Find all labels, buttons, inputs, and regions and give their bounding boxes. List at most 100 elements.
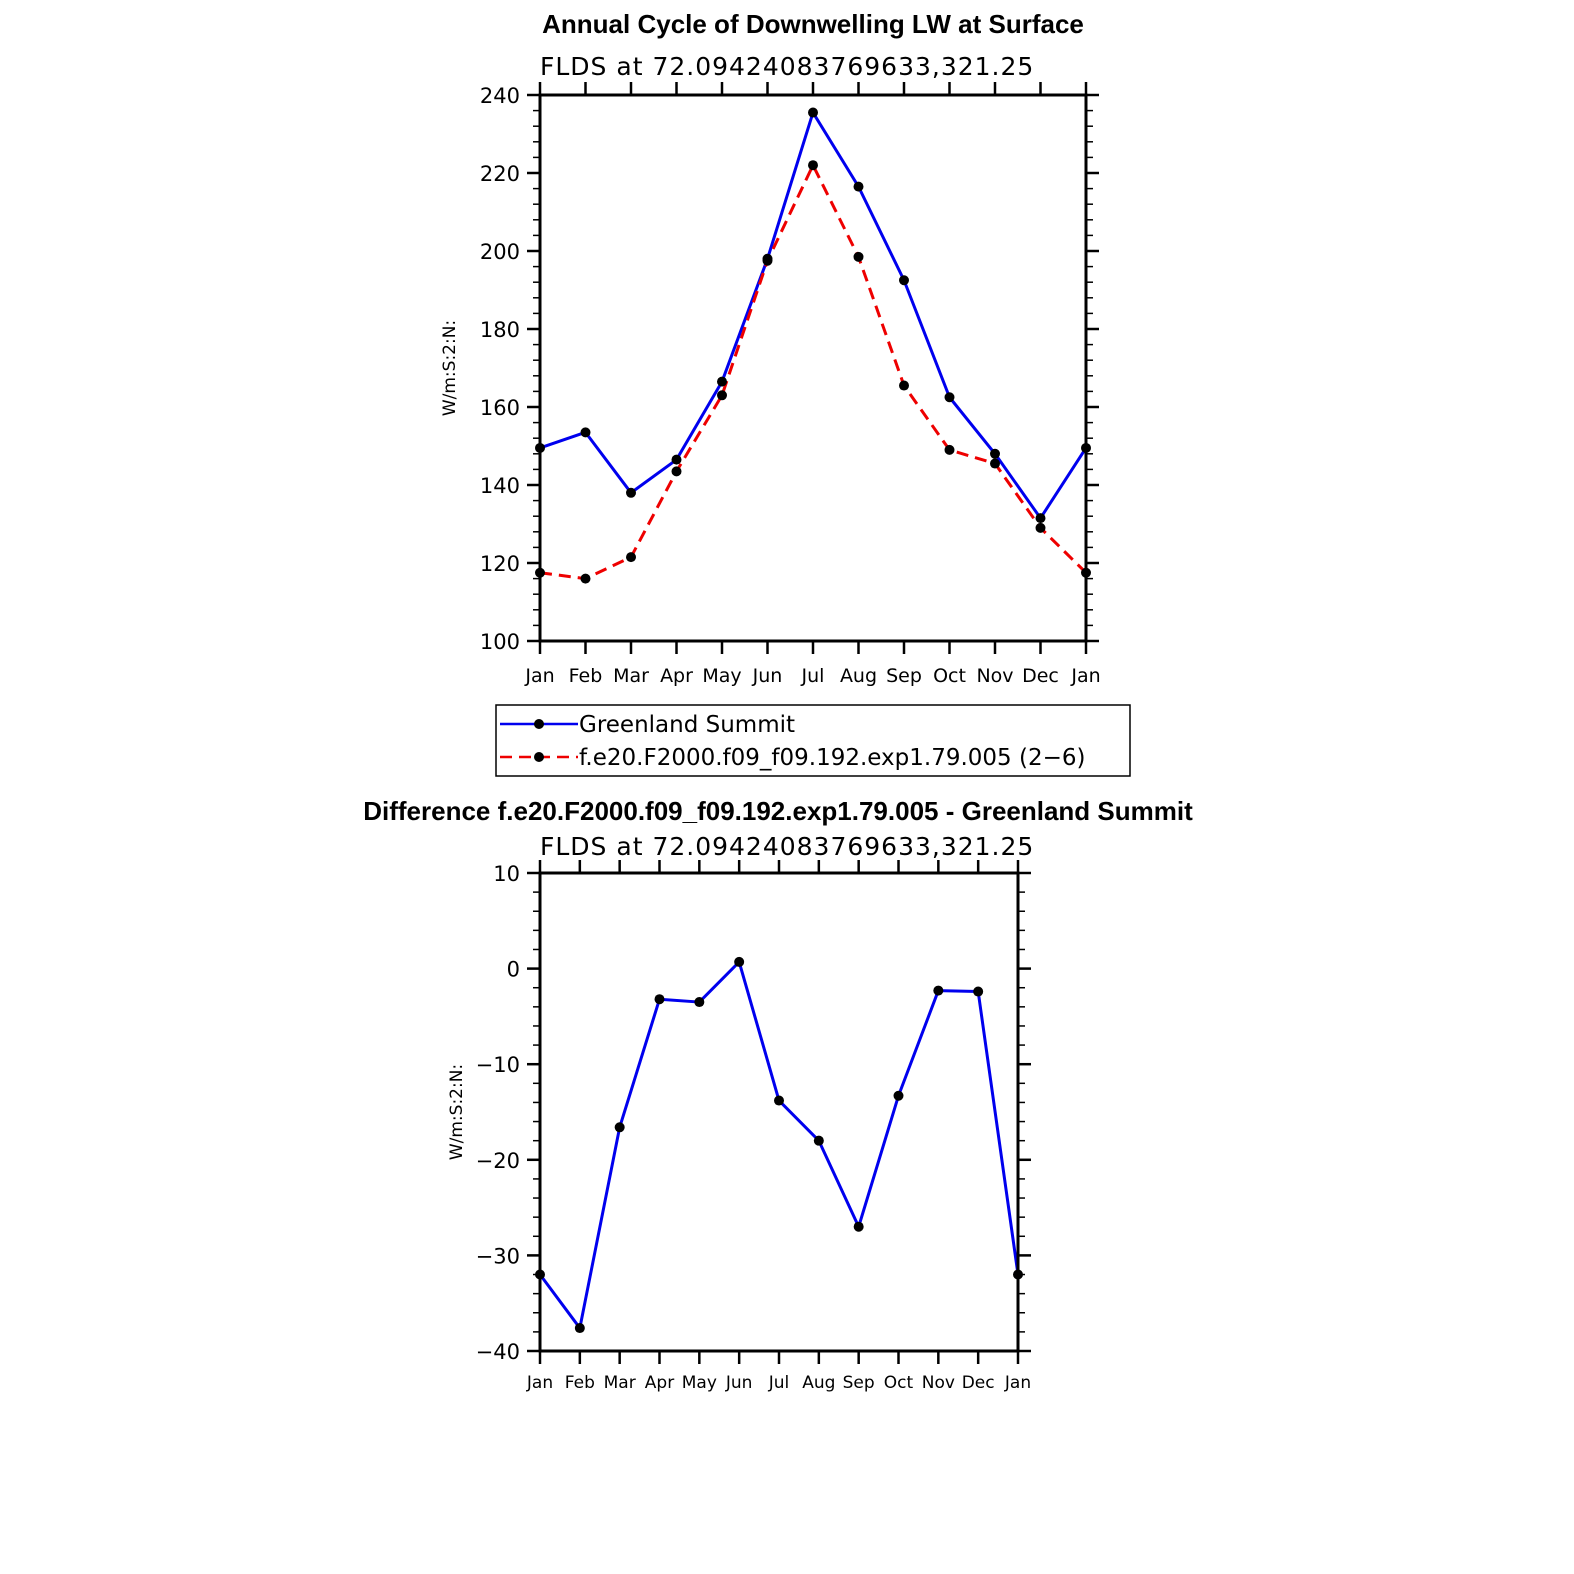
x-tick-label: Dec — [1022, 665, 1059, 687]
plot-series — [535, 107, 1091, 584]
y-tick-label: 0 — [507, 958, 520, 982]
y-tick-label: 160 — [480, 396, 520, 420]
difference-chart: Difference f.e20.F2000.f09_f09.192.exp1.… — [363, 796, 1193, 1393]
data-point-0 — [899, 275, 909, 286]
axis-ticks — [527, 860, 1031, 1364]
x-tick-label: Sep — [886, 665, 922, 687]
data-point-0 — [580, 427, 591, 438]
legend-label-model: f.e20.F2000.f09_f09.192.exp1.79.005 (2−6… — [579, 745, 1085, 771]
series-line-1 — [539, 163, 1088, 581]
data-point-0 — [654, 994, 665, 1005]
data-point-0 — [973, 986, 984, 997]
x-tick-label: Apr — [645, 1373, 674, 1393]
x-tick-label: Jul — [801, 665, 825, 687]
legend: Greenland Summit f.e20.F2000.f09_f09.192… — [495, 704, 1131, 777]
data-point-1 — [671, 466, 682, 477]
chart-title: Annual Cycle of Downwelling LW at Surfac… — [542, 9, 1084, 39]
x-tick-label: Jan — [1004, 1373, 1031, 1393]
plot-series — [535, 956, 1023, 1334]
chart-title: Difference f.e20.F2000.f09_f09.192.exp1.… — [363, 796, 1193, 826]
y-tick-labels: 240 220 200 180 160 140 120 100 — [480, 84, 520, 654]
data-point-0 — [990, 448, 1000, 459]
data-point-0 — [1035, 513, 1046, 524]
chart-subtitle: FLDS at 72.09424083769633,321.25 — [540, 52, 1034, 81]
x-tick-label: Nov — [922, 1373, 955, 1393]
x-tick-label: Jun — [725, 1373, 753, 1393]
data-point-1 — [717, 390, 727, 401]
x-tick-label: Aug — [840, 665, 877, 687]
x-tick-label: Jan — [526, 1373, 553, 1393]
data-point-1 — [853, 251, 864, 262]
x-tick-label: Oct — [933, 665, 966, 687]
data-point-0 — [694, 997, 705, 1008]
data-point-0 — [813, 1135, 824, 1146]
data-point-1 — [808, 160, 818, 171]
data-point-0 — [774, 1095, 784, 1106]
plot-frame — [538, 871, 1020, 1353]
data-point-0 — [893, 1090, 904, 1101]
data-point-0 — [944, 392, 955, 403]
data-point-1 — [944, 444, 955, 455]
y-tick-label: −40 — [476, 1340, 520, 1364]
y-tick-label: −10 — [476, 1053, 520, 1077]
x-tick-labels: Jan Feb Mar Apr May Jun Jul Aug Sep Oct Nov Dec Jan — [524, 665, 1100, 687]
y-axis-label: W/m:S:2:N: — [447, 1064, 467, 1160]
y-tick-label: 140 — [480, 474, 520, 498]
x-tick-label: May — [702, 665, 741, 687]
data-point-1 — [990, 458, 1000, 469]
y-tick-label: −30 — [476, 1244, 520, 1268]
y-tick-label: 120 — [480, 552, 520, 576]
data-point-1 — [899, 380, 909, 391]
x-tick-label: Mar — [613, 665, 649, 687]
data-point-0 — [717, 376, 727, 387]
data-point-1 — [762, 255, 773, 266]
y-axis-label: W/m:S:2:N: — [440, 320, 460, 416]
data-point-0 — [574, 1323, 585, 1334]
x-tick-label: Jun — [752, 665, 783, 687]
legend-entry-model: f.e20.F2000.f09_f09.192.exp1.79.005 (2−6… — [500, 745, 1085, 771]
x-tick-label: Dec — [962, 1373, 995, 1393]
legend-box — [495, 704, 1131, 777]
data-point-0 — [671, 454, 682, 465]
series-line-0 — [538, 960, 1020, 1330]
y-tick-label: 10 — [493, 862, 520, 886]
y-tick-label: 180 — [480, 318, 520, 342]
data-point-0 — [614, 1122, 625, 1133]
y-tick-labels: 10 0 −10 −20 −30 −40 — [476, 862, 520, 1364]
data-point-1 — [1035, 522, 1046, 533]
y-tick-label: −20 — [476, 1149, 520, 1173]
data-point-0 — [933, 985, 944, 996]
y-tick-label: 240 — [480, 84, 520, 108]
x-tick-label: Mar — [604, 1373, 636, 1393]
y-tick-label: 100 — [480, 630, 520, 654]
legend-entry-greenland: Greenland Summit — [500, 712, 795, 738]
x-tick-label: May — [682, 1373, 717, 1393]
data-point-0 — [734, 956, 745, 967]
chart-subtitle: FLDS at 72.09424083769633,321.25 — [540, 832, 1034, 861]
x-tick-label: Sep — [843, 1373, 875, 1393]
data-point-0 — [853, 1221, 864, 1232]
legend-label-greenland: Greenland Summit — [579, 712, 795, 738]
annual-cycle-chart: Annual Cycle of Downwelling LW at Surfac… — [440, 9, 1131, 777]
x-tick-label: Oct — [884, 1373, 914, 1393]
x-tick-label: Apr — [660, 665, 693, 687]
legend-marker-model — [534, 752, 544, 762]
y-tick-label: 200 — [480, 240, 520, 264]
x-tick-label: Jul — [768, 1373, 790, 1393]
legend-marker-greenland — [534, 719, 544, 729]
data-point-0 — [626, 487, 636, 498]
x-tick-label: Jan — [524, 665, 554, 687]
series-line-0 — [539, 111, 1088, 520]
x-tick-label: Nov — [976, 665, 1013, 687]
data-point-1 — [580, 573, 591, 584]
x-tick-labels: Jan Feb Mar Apr May Jun Jul Aug Sep Oct Nov Dec Jan — [526, 1373, 1031, 1393]
data-point-1 — [626, 552, 636, 563]
y-tick-label: 220 — [480, 162, 520, 186]
x-tick-label: Feb — [565, 1373, 595, 1393]
data-point-0 — [853, 181, 864, 192]
plot-frame — [538, 93, 1088, 643]
x-tick-label: Aug — [802, 1373, 835, 1393]
x-tick-label: Feb — [569, 665, 603, 687]
data-point-0 — [808, 107, 818, 118]
